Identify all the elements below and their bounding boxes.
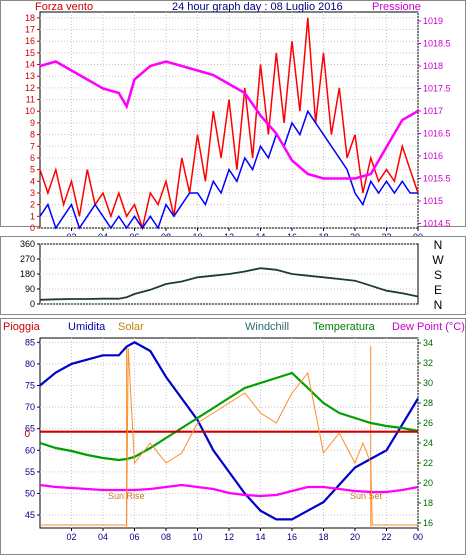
series-line-direction [39,267,419,301]
y-left-tick-label: 60 [25,445,35,455]
y-right-tick-label: 26 [423,418,433,428]
y-right-tick-label: 1015.5 [423,174,451,184]
series-line-raffica [39,109,418,230]
y-left-tick-label: 1 [30,211,35,221]
x-tick-label: 14 [255,532,265,542]
y-right-tick-label: 1017.5 [423,84,451,94]
y-left-tick-label: 12 [25,83,35,93]
series-temperature [39,341,419,528]
y-left-tick-label: 4 [30,176,35,186]
y-right-tick-label: 32 [423,358,433,368]
y-right-tick-label: 1018 [423,61,443,71]
annotation-sun-set: Sun Set [350,491,383,501]
y-left-tick-label: 360 [20,239,35,249]
x-tick-label: 20 [350,532,360,542]
series-line-solar [40,347,418,526]
y-left-tick-label: 85 [25,337,35,347]
y-left-tick-label: 270 [20,254,35,264]
series-line-pressione [39,60,419,180]
series-line-temperatura [39,371,419,462]
y-left-tick-label: 6 [30,153,35,163]
y-left-tick-label: 15 [25,48,35,58]
y-left-tick-label: 14 [25,60,35,70]
y-left-tick-label: 0 [30,299,35,309]
y-right-tick-label: 34 [423,338,433,348]
label-forza-vento: Forza vento [35,1,93,13]
series-line-forza-vento [39,17,419,231]
y-right-tick-label: 1015 [423,196,443,206]
x-tick-label: 12 [224,532,234,542]
y-left-tick-label: 55 [25,467,35,477]
y-left-tick-label: 2 [30,200,35,210]
x-tick-label: 08 [161,532,171,542]
y-right-tick-label: 1018.5 [423,39,451,49]
compass-label: W [432,253,444,267]
y-left-tick-label: 9 [30,118,35,128]
y-left-tick-label: 5 [30,165,35,175]
y-left-tick-label: 70 [25,402,35,412]
y-left-tick-label: 13 [25,71,35,81]
legend-dew-point: Dew Point (°C) [392,321,465,333]
x-tick-label: 22 [381,532,391,542]
series-wind-pressure [39,17,419,231]
y-left-tick-label: 16 [25,36,35,46]
y-left-tick-label: 18 [25,13,35,23]
y-right-tick-label: 1016.5 [423,129,451,139]
y-left-tick-label: 11 [26,95,35,105]
y-right-tick-label: 18 [423,498,433,508]
y-right-tick-label: 28 [423,398,433,408]
x-tick-label: 00 [413,532,423,542]
x-tick-label: 18 [318,532,328,542]
y-left-tick-label: 45 [25,510,35,520]
x-tick-label: 02 [66,532,76,542]
x-tick-label: 10 [192,532,202,542]
y-left-tick-label: 17 [25,25,35,35]
axes-temperature: 02 04 06 08 10 12 14 16 18 20 22 00 45 50 55 60 65 70 75 80… [25,337,433,542]
series-line-umidita [39,341,419,521]
y-right-tick-label: 1016 [423,151,443,161]
x-tick-label: 04 [98,532,108,542]
legend-pioggia: Pioggia [3,321,41,333]
annotation-sun-rise: Sun Rise [108,491,145,501]
y-right-tick-label: 22 [423,458,433,468]
compass-label: N [434,298,443,312]
compass-label: E [434,283,442,297]
y-left-tick-label: 90 [25,284,35,294]
plot-area-temperature [39,337,419,529]
chart-title: 24 hour graph day : 08 Luglio 2016 [172,1,343,13]
y-right-tick-label: 30 [423,378,433,388]
y-left-tick-label: 50 [25,488,35,498]
x-tick-label: 06 [129,532,139,542]
legend-solar: Solar [118,321,144,333]
y-left-tick-label: 10 [25,106,35,116]
label-pressione: Pressione [372,1,421,13]
y-right-tick-label: 20 [423,478,433,488]
y-left-tick-label: 75 [25,381,35,391]
y-right-tick-label: 1017 [423,106,443,116]
legend-windchill: Windchill [245,321,289,333]
y-left-tick-label: 180 [20,269,35,279]
compass-label: S [434,268,442,282]
y-right-tick-label: 1014.5 [423,219,451,229]
y-left-tick-label: 7 [30,141,35,151]
y-left-tick-label: 8 [30,130,35,140]
series-line-dew-point [39,483,419,498]
y-left-tick-label: 65 [25,424,35,434]
y-left-tick-label: 0 [30,223,35,233]
series-direction [39,267,419,301]
y-left-tick-label: 80 [25,359,35,369]
compass-label: N [434,238,443,252]
y-right-tick-label: 24 [423,438,433,448]
legend-umidita: Umidita [68,321,106,333]
x-tick-label: 16 [287,532,297,542]
y-right-tick-label: 1019 [423,16,443,26]
y-right-tick-label: 16 [423,518,433,528]
legend-temperatura: Temperatura [313,321,376,333]
rain-zero-label: 0 [24,429,30,440]
y-left-tick-label: 3 [30,188,35,198]
